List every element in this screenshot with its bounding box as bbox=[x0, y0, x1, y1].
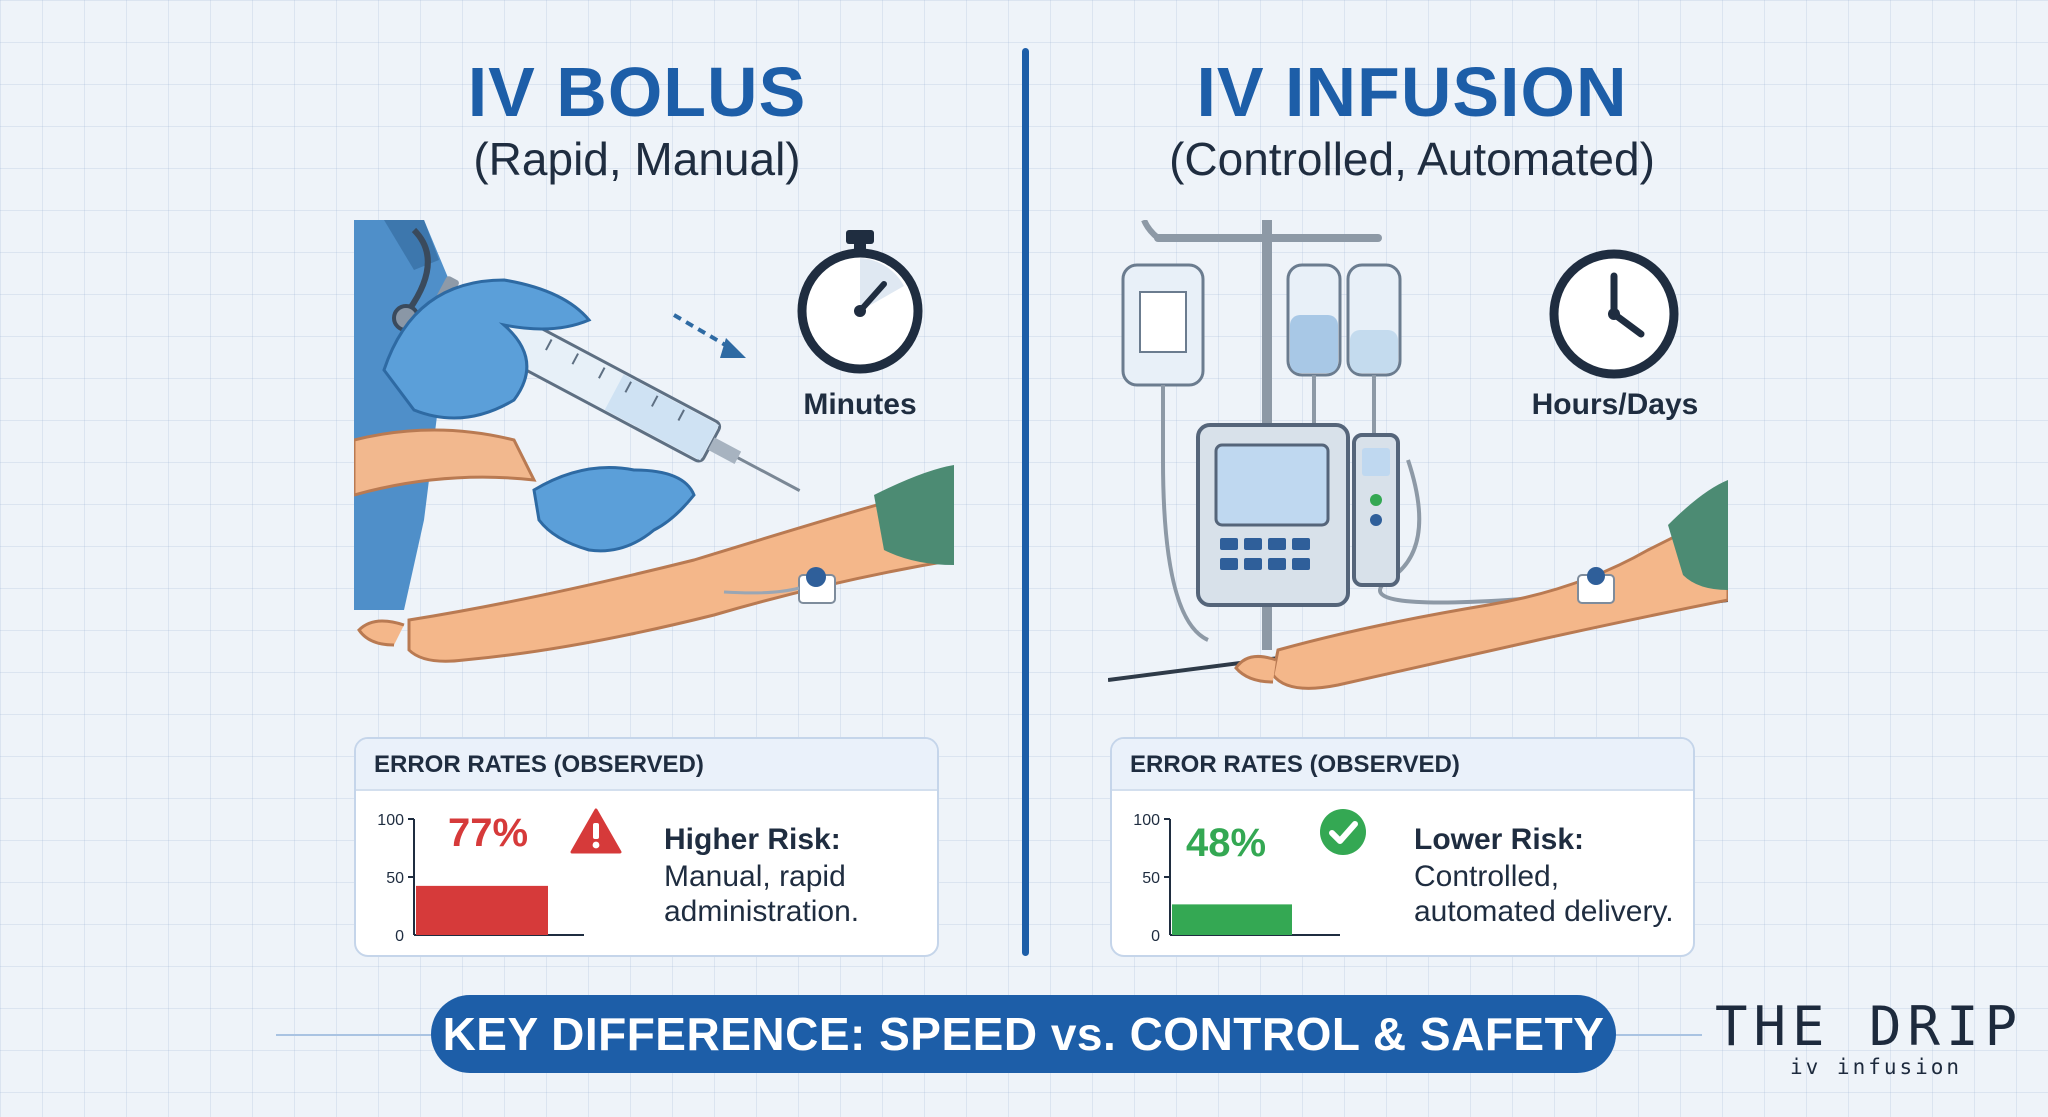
y-tick-label: 0 bbox=[1151, 928, 1160, 945]
warning-triangle-icon bbox=[570, 807, 622, 855]
infusion-error-value: 48% bbox=[1186, 821, 1267, 865]
infusion-title: IV INFUSION bbox=[1196, 53, 1628, 131]
infusion-error-chart: 100 50 0 bbox=[1130, 811, 1340, 946]
bolus-error-value: 77% bbox=[448, 811, 529, 855]
center-divider bbox=[1022, 48, 1029, 956]
bolus-error-chart: 100 50 0 bbox=[374, 811, 584, 946]
bolus-risk-description: Manual, rapid administration. bbox=[664, 860, 860, 928]
bolus-title: IV BOLUS bbox=[467, 53, 807, 131]
y-tick-label: 0 bbox=[395, 928, 404, 945]
infusion-error-panel-header: ERROR RATES (OBSERVED) bbox=[1112, 739, 1693, 791]
infusion-subtitle: (Controlled, Automated) bbox=[1169, 133, 1655, 185]
bolus-duration-label: Minutes bbox=[803, 388, 917, 421]
bolus-error-panel-header: ERROR RATES (OBSERVED) bbox=[356, 739, 937, 791]
infusion-error-bar bbox=[1172, 904, 1292, 935]
y-tick-label: 50 bbox=[386, 870, 404, 887]
bolus-error-bar bbox=[416, 885, 548, 935]
brand-logo: THE DRIP bbox=[1715, 995, 2024, 1058]
banner-rule-left bbox=[276, 1034, 436, 1036]
y-tick-label: 100 bbox=[377, 812, 404, 829]
infusion-risk-description: Controlled, automated delivery. bbox=[1414, 860, 1674, 928]
banner-rule-right bbox=[1612, 1034, 1702, 1036]
infusion-risk-title: Lower Risk: bbox=[1414, 823, 1585, 856]
bolus-risk-title: Higher Risk: bbox=[664, 823, 841, 856]
infusion-duration-label: Hours/Days bbox=[1531, 388, 1699, 421]
stopwatch-icon bbox=[792, 226, 928, 376]
check-circle-icon bbox=[1318, 807, 1368, 857]
bolus-subtitle: (Rapid, Manual) bbox=[473, 133, 801, 185]
key-difference-banner: KEY DIFFERENCE: SPEED vs. CONTROL & SAFE… bbox=[431, 995, 1616, 1073]
bolus-injection-illustration bbox=[354, 220, 954, 690]
bolus-error-panel: ERROR RATES (OBSERVED) 100 50 0 77% High… bbox=[354, 737, 939, 957]
brand-logo-tagline: iv infusion bbox=[1790, 1055, 1963, 1079]
infusion-pump-illustration bbox=[1108, 220, 1728, 710]
infusion-error-panel: ERROR RATES (OBSERVED) 100 50 0 48% Lowe… bbox=[1110, 737, 1695, 957]
y-tick-label: 50 bbox=[1142, 870, 1160, 887]
y-tick-label: 100 bbox=[1133, 812, 1160, 829]
key-difference-text: KEY DIFFERENCE: SPEED vs. CONTROL & SAFE… bbox=[442, 1008, 1605, 1060]
clock-icon bbox=[1546, 246, 1682, 382]
